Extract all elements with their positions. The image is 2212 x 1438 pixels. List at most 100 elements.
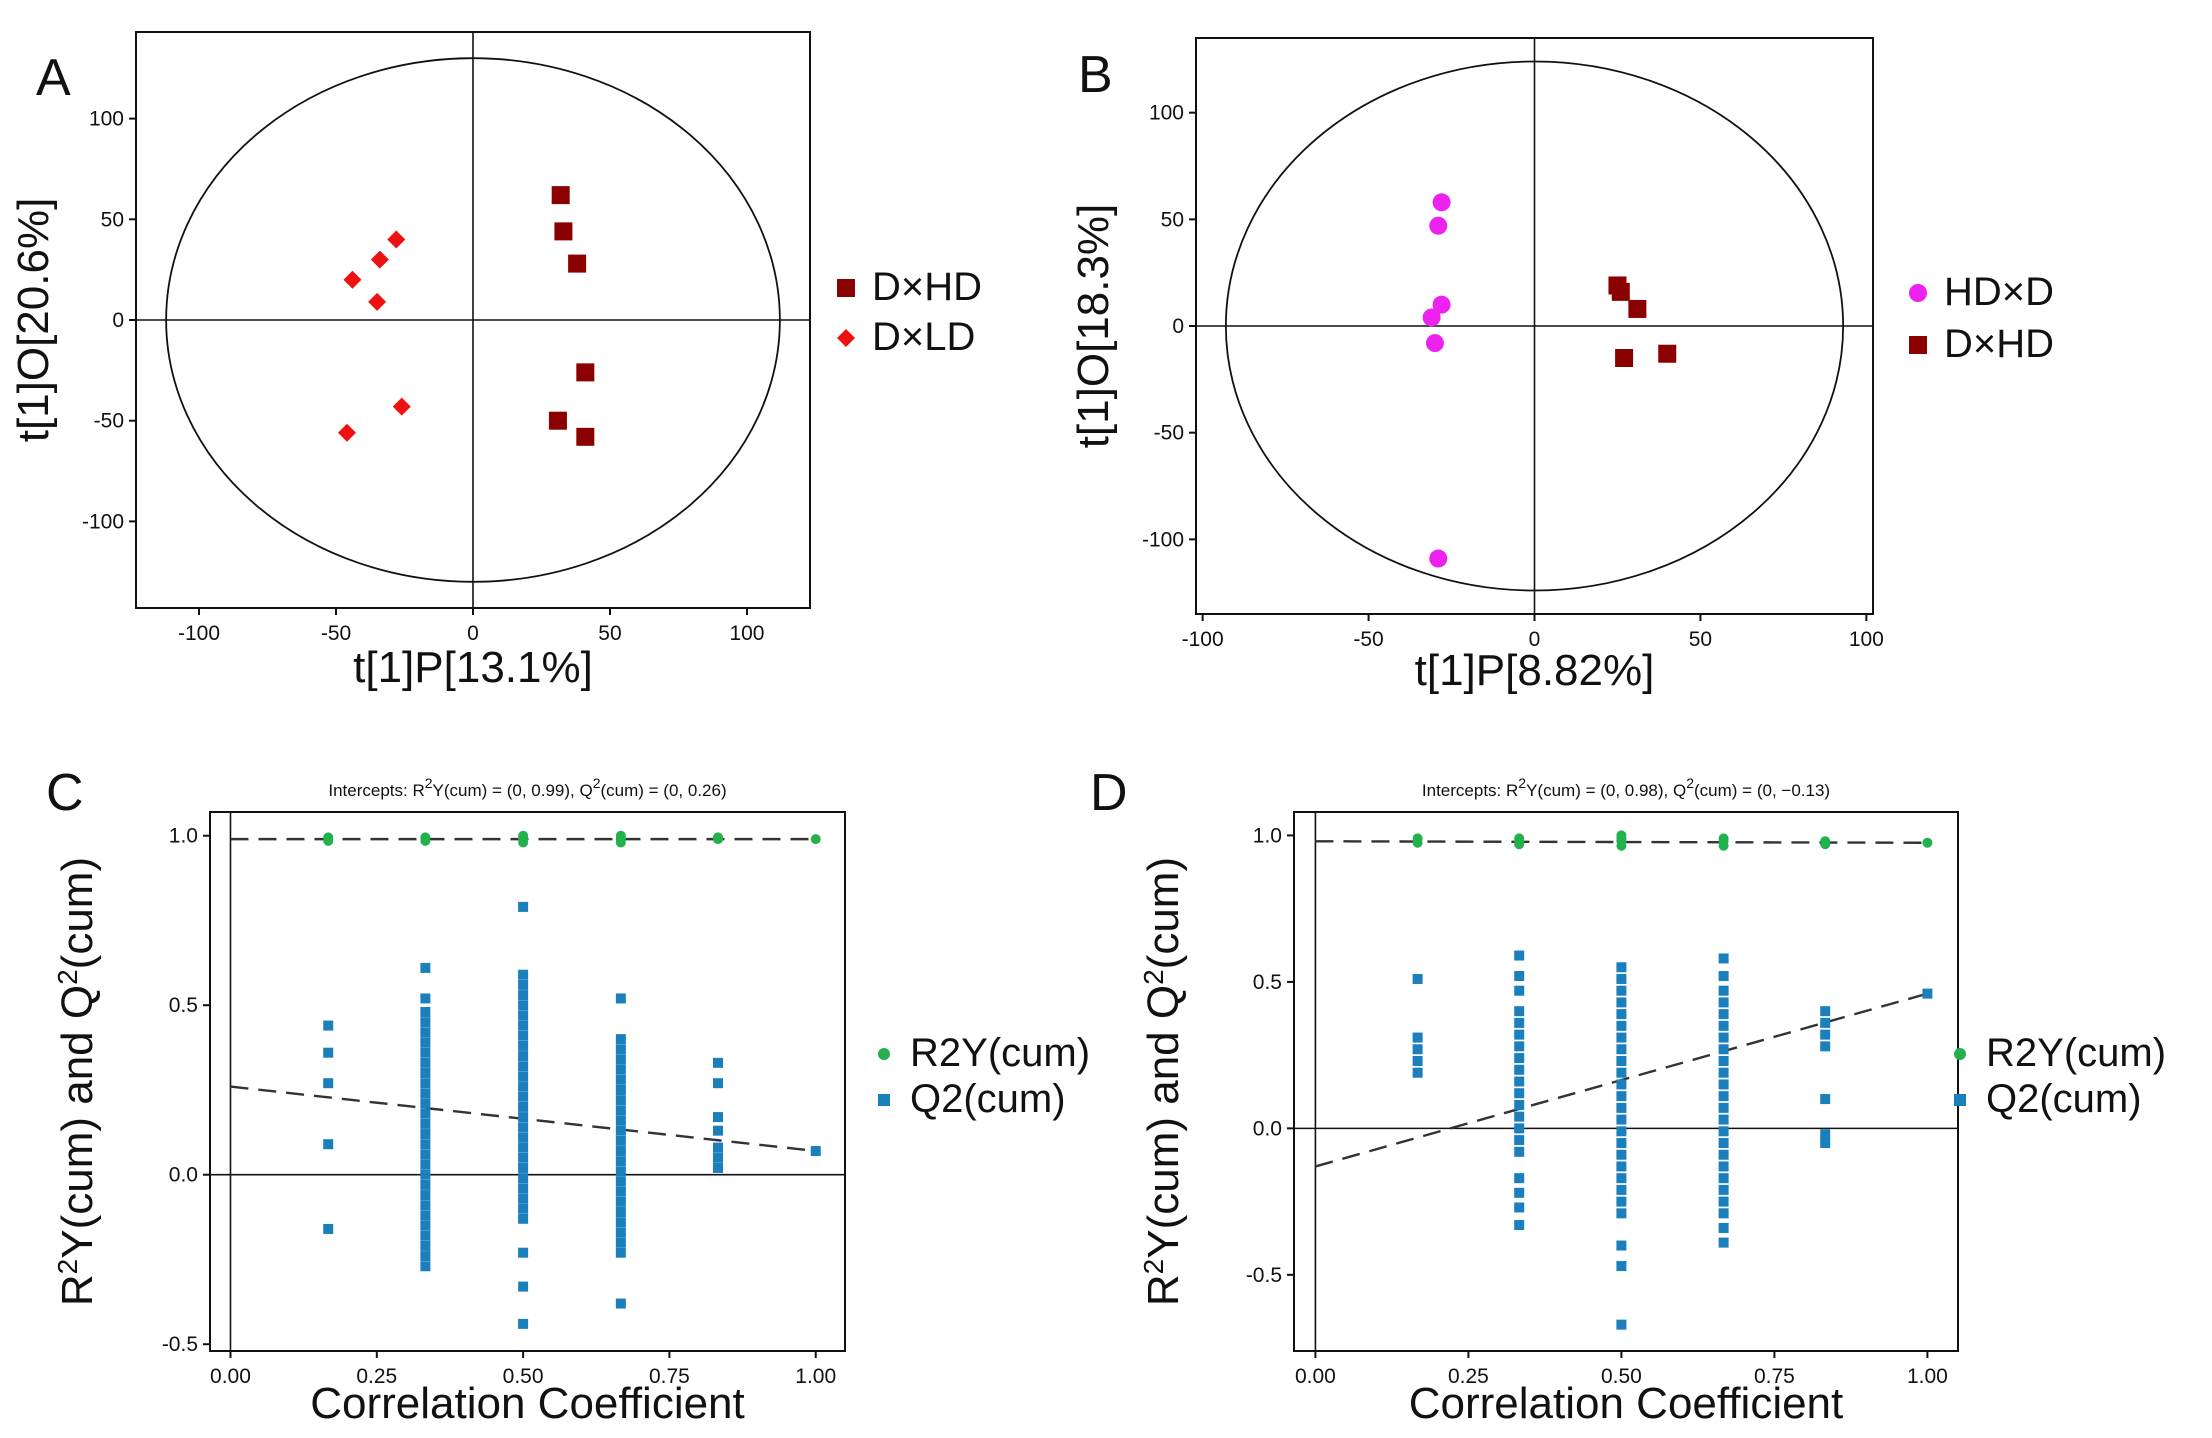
y-label-part: (cum) bbox=[1139, 857, 1188, 969]
data-point bbox=[420, 1220, 431, 1231]
data-point bbox=[576, 427, 595, 446]
series-r2y-cum- bbox=[1412, 830, 1933, 851]
data-point bbox=[420, 1037, 431, 1048]
data-point bbox=[1718, 971, 1729, 982]
data-point bbox=[518, 1281, 529, 1292]
superscript: 2 bbox=[425, 775, 433, 791]
chart-panel-c: C0.00 0.25 0.50 0.75 1.00-0.50.00.51.0R2Y(cu… bbox=[46, 764, 1090, 1428]
y-label-part: R bbox=[1139, 1274, 1188, 1306]
data-point bbox=[1514, 1187, 1525, 1198]
data-point bbox=[420, 1159, 431, 1170]
data-point bbox=[337, 423, 356, 442]
data-point bbox=[1718, 1138, 1729, 1149]
data-point bbox=[1514, 1029, 1525, 1040]
data-point bbox=[1616, 1009, 1627, 1020]
data-point bbox=[1616, 1261, 1627, 1272]
data-point bbox=[1718, 1055, 1729, 1066]
x-tick-label: 50 bbox=[598, 622, 621, 645]
data-point bbox=[615, 1156, 626, 1167]
hotelling-ellipse bbox=[165, 57, 781, 583]
data-point bbox=[1658, 344, 1677, 363]
y-label-part: (cum) bbox=[53, 857, 102, 969]
data-point bbox=[1422, 308, 1441, 327]
y-axis-label: t[1]O[18.3%] bbox=[1069, 204, 1118, 449]
data-point bbox=[615, 1207, 626, 1218]
superscript: 2 bbox=[1518, 775, 1526, 791]
data-point bbox=[1820, 1006, 1831, 1017]
data-point bbox=[1616, 1102, 1627, 1113]
data-point bbox=[1514, 1173, 1525, 1184]
data-point bbox=[1616, 1173, 1627, 1184]
x-tick-label: 1.00 bbox=[795, 1365, 836, 1388]
data-point bbox=[1718, 1067, 1729, 1078]
data-point bbox=[713, 832, 723, 843]
data-point bbox=[576, 363, 595, 382]
data-point bbox=[518, 1162, 529, 1173]
data-point bbox=[1718, 1114, 1729, 1125]
data-point bbox=[420, 1068, 431, 1079]
data-point bbox=[518, 901, 529, 912]
legend-marker bbox=[1909, 284, 1927, 302]
superscript: 2 bbox=[593, 775, 601, 791]
legend-marker bbox=[837, 329, 855, 347]
legend-marker bbox=[1954, 1048, 1966, 1060]
data-point bbox=[518, 1122, 529, 1133]
data-point bbox=[1514, 1064, 1525, 1075]
data-point bbox=[615, 1166, 626, 1177]
data-point bbox=[1616, 1032, 1627, 1043]
data-point bbox=[518, 1193, 529, 1204]
data-point bbox=[323, 832, 334, 843]
data-point bbox=[1718, 1184, 1729, 1195]
data-point bbox=[420, 1007, 431, 1018]
data-point bbox=[518, 830, 529, 841]
data-point bbox=[518, 1173, 529, 1184]
y-tick-label: 50 bbox=[101, 208, 124, 231]
data-point bbox=[1616, 1067, 1627, 1078]
y-tick-label: 0.5 bbox=[1253, 971, 1282, 994]
chart-title: Intercepts: R2Y(cum) = (0, 0.99), Q2(cum… bbox=[328, 775, 726, 800]
data-point bbox=[323, 1047, 334, 1058]
data-point bbox=[420, 1230, 431, 1241]
legend-label: D×HD bbox=[872, 265, 982, 309]
series-d-hd bbox=[1608, 276, 1677, 367]
data-point bbox=[518, 1071, 529, 1082]
data-point bbox=[323, 1078, 334, 1089]
x-tick-label: 0.75 bbox=[1754, 1365, 1795, 1388]
data-point bbox=[420, 1129, 431, 1140]
data-point bbox=[518, 1030, 529, 1041]
y-tick-label: 100 bbox=[1149, 102, 1184, 125]
data-point bbox=[1616, 985, 1627, 996]
data-point bbox=[1718, 1222, 1729, 1233]
x-tick-label: 0.25 bbox=[356, 1365, 397, 1388]
data-point bbox=[1616, 1055, 1627, 1066]
y-tick-label: 0 bbox=[1172, 315, 1184, 338]
x-tick-label: 0.50 bbox=[503, 1365, 544, 1388]
data-point bbox=[713, 1152, 723, 1163]
data-point bbox=[1616, 830, 1627, 841]
data-point bbox=[1514, 833, 1525, 844]
data-point bbox=[1718, 1091, 1729, 1102]
data-point bbox=[420, 1057, 431, 1068]
x-tick-label: 0.50 bbox=[1601, 1365, 1642, 1388]
data-point bbox=[1718, 1161, 1729, 1172]
data-point bbox=[1718, 1126, 1729, 1137]
series-hd-d bbox=[1422, 193, 1451, 568]
data-point bbox=[1616, 1319, 1627, 1330]
data-point bbox=[1616, 1114, 1627, 1125]
data-point bbox=[1718, 1196, 1729, 1207]
data-point bbox=[615, 1176, 626, 1187]
data-point bbox=[1616, 1126, 1627, 1137]
data-point bbox=[1514, 1220, 1525, 1231]
x-tick-label: 1.00 bbox=[1907, 1365, 1948, 1388]
superscript: 2 bbox=[1138, 1259, 1169, 1275]
x-tick-label: -50 bbox=[321, 622, 351, 645]
data-point bbox=[518, 1061, 529, 1072]
data-point bbox=[1718, 1032, 1729, 1043]
data-point bbox=[518, 1101, 529, 1112]
data-point bbox=[420, 993, 431, 1004]
plot-frame bbox=[209, 811, 846, 1352]
data-point bbox=[518, 1091, 529, 1102]
y-tick-label: 1.0 bbox=[1253, 824, 1282, 847]
y-tick-label: 1.0 bbox=[169, 825, 198, 848]
data-point bbox=[323, 1020, 334, 1031]
